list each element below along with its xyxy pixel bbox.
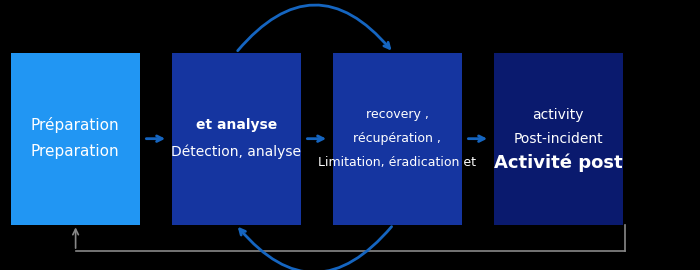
- Text: Post-incident: Post-incident: [513, 132, 603, 146]
- Text: Préparation: Préparation: [31, 117, 120, 133]
- Text: Détection ,: Détection ,: [206, 101, 267, 111]
- Text: Limitation, éradication et: Limitation, éradication et: [318, 156, 476, 169]
- Text: activity: activity: [533, 108, 584, 122]
- Text: recovery ,: recovery ,: [366, 108, 428, 122]
- Text: Preparation: Preparation: [31, 144, 120, 159]
- FancyBboxPatch shape: [494, 53, 623, 225]
- FancyBboxPatch shape: [332, 53, 462, 225]
- FancyBboxPatch shape: [172, 53, 301, 225]
- Text: récupération ,: récupération ,: [354, 132, 441, 145]
- Text: Activité post: Activité post: [494, 153, 622, 172]
- Text: Détection, analyse: Détection, analyse: [172, 145, 301, 159]
- FancyBboxPatch shape: [10, 53, 140, 225]
- Text: et analyse: et analyse: [195, 119, 277, 133]
